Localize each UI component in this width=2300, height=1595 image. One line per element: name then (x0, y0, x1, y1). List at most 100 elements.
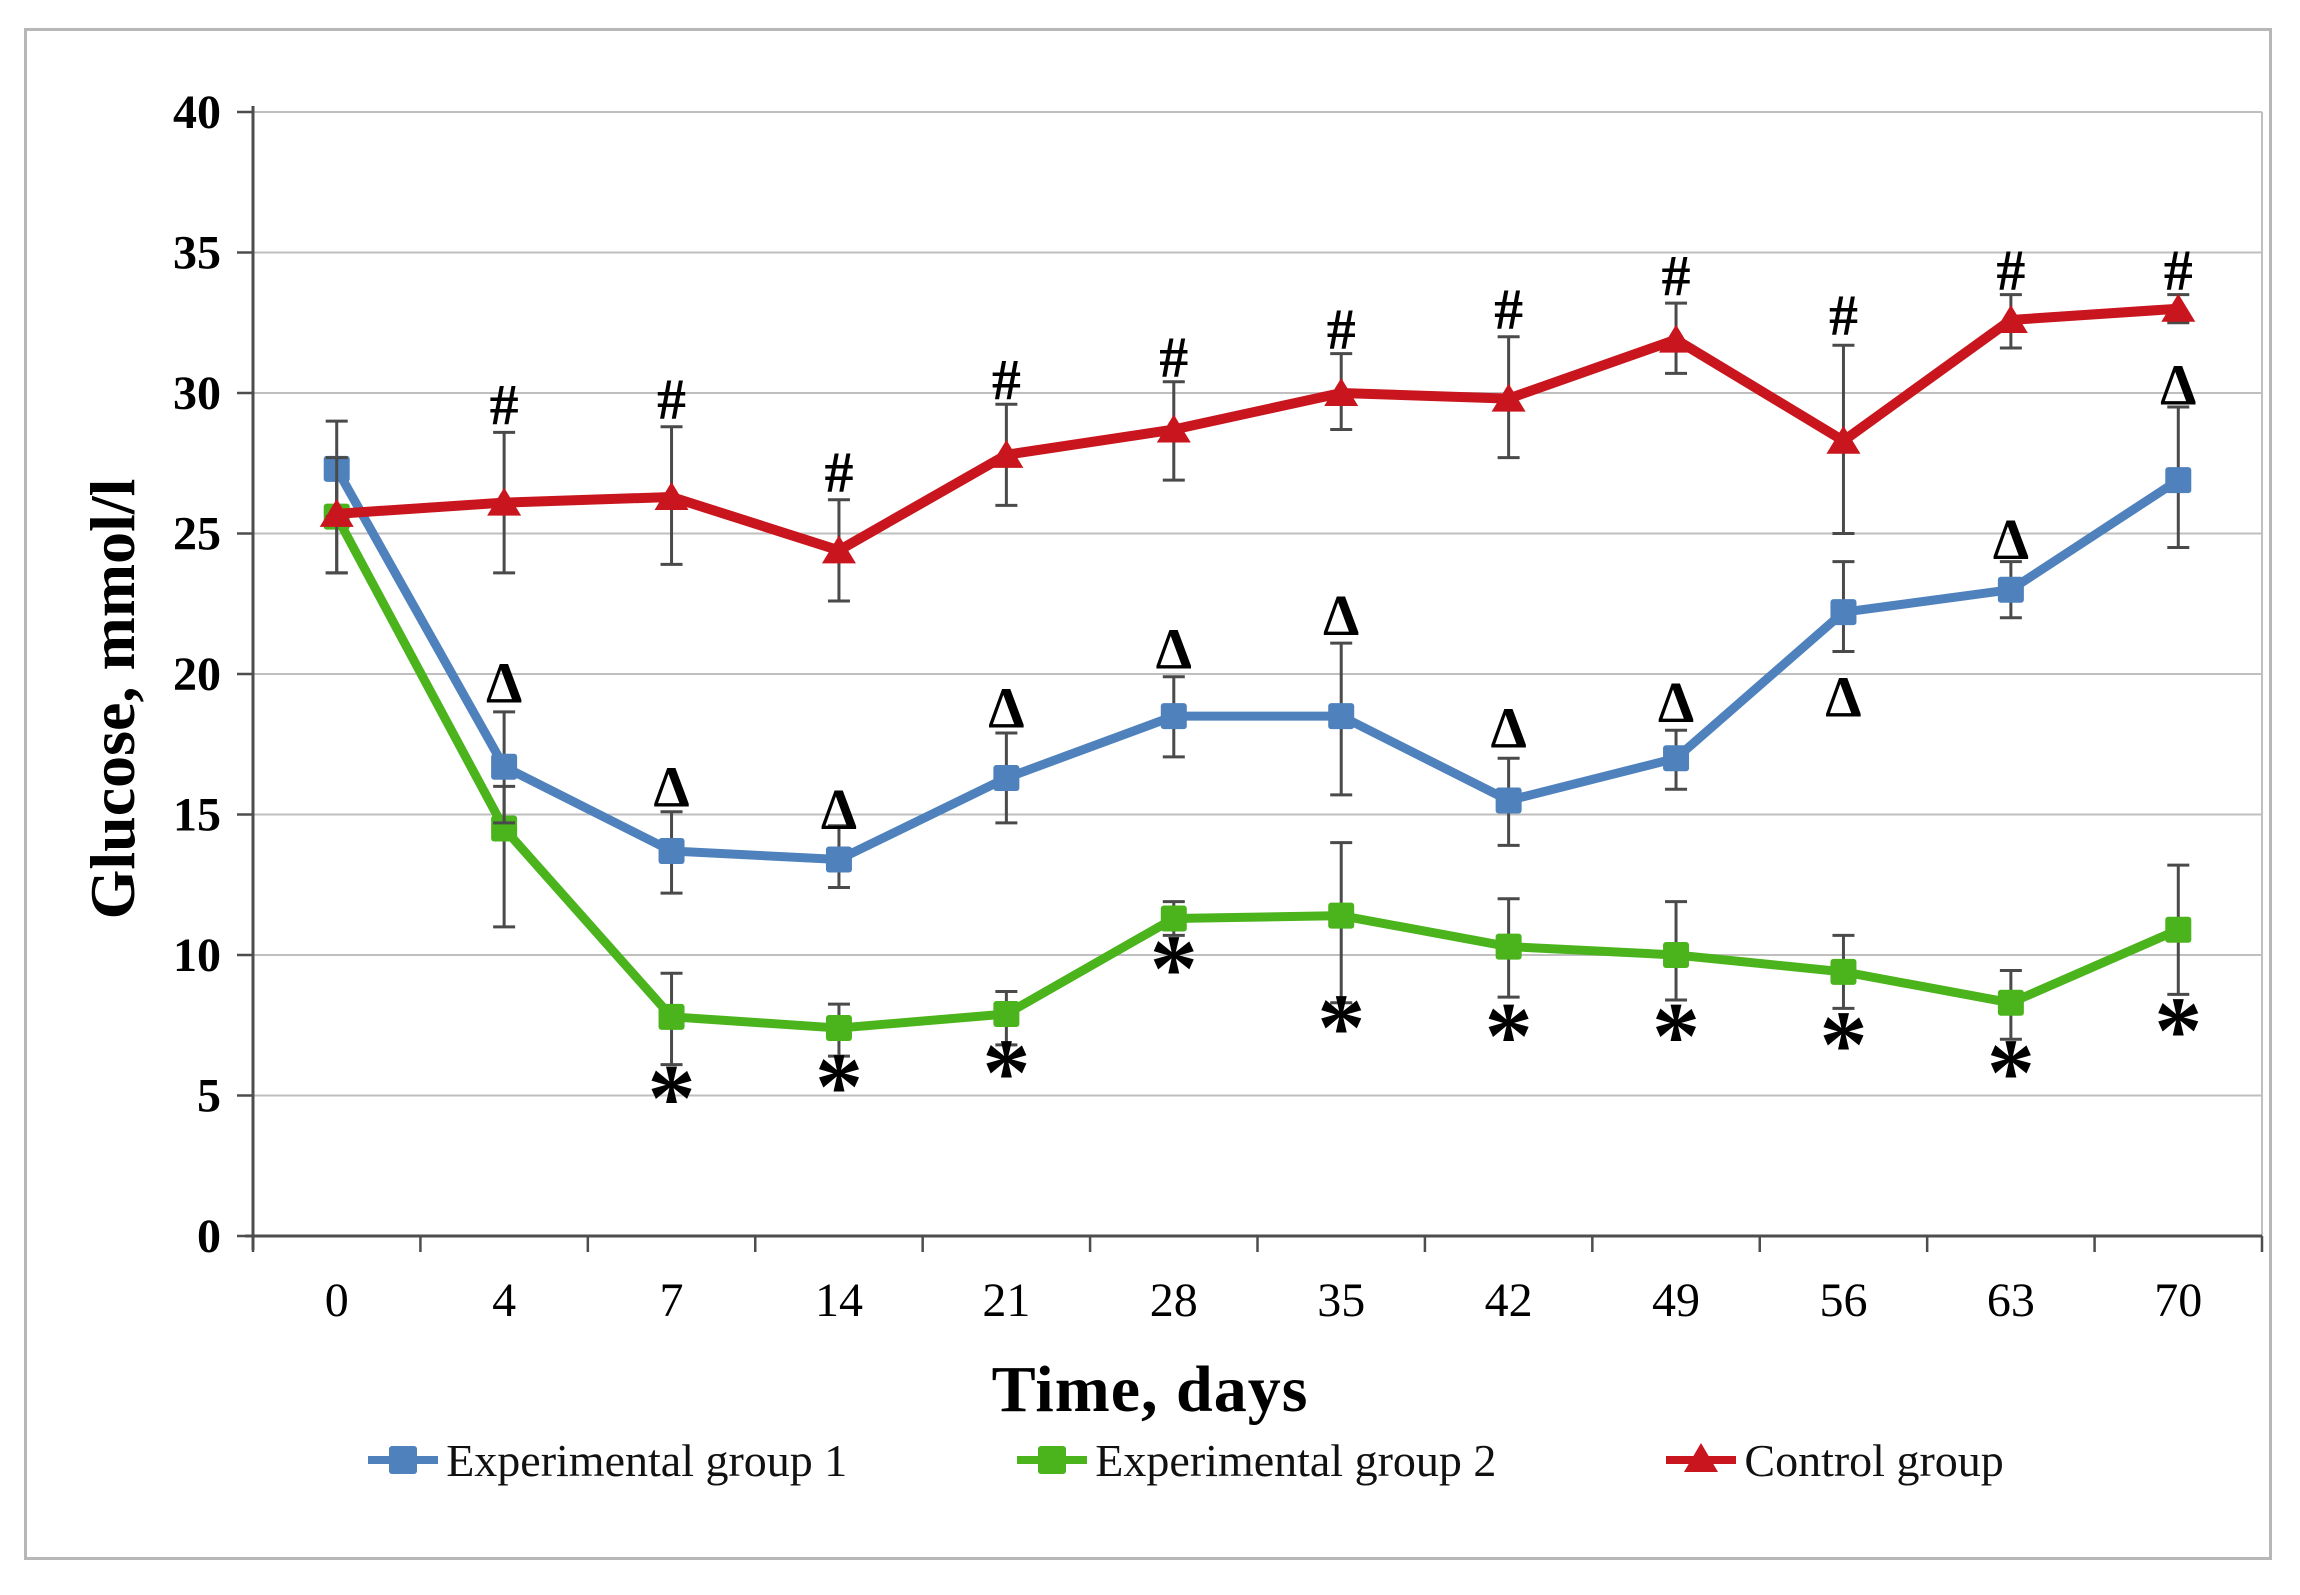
y-tick-label: 30 (173, 367, 221, 420)
legend-item-experimental-group-1: Experimental group 1 (366, 1434, 847, 1487)
x-tick-label: 35 (1317, 1274, 1365, 1327)
significance-marker: Δ (988, 676, 1024, 741)
significance-marker: # (1662, 243, 1691, 308)
data-point-marker (1997, 989, 2024, 1016)
significance-marker: # (1159, 324, 1188, 389)
x-tick-label: 63 (1987, 1274, 2035, 1327)
significance-marker: # (1327, 296, 1356, 361)
significance-marker: # (1494, 277, 1523, 342)
data-point-marker (1495, 787, 1522, 814)
significance-marker: # (2164, 237, 2193, 302)
significance-marker: Δ (2160, 353, 2196, 418)
data-point-marker (2165, 916, 2192, 943)
significance-marker: * (1987, 1019, 2035, 1126)
significance-marker: Δ (1658, 670, 1694, 735)
data-point-marker (1993, 304, 2028, 333)
data-point-marker (2161, 293, 2196, 322)
data-point-marker (1830, 958, 1857, 985)
data-point-marker (654, 481, 689, 510)
data-point-marker (658, 1003, 685, 1030)
legend-marker-icon (368, 1446, 439, 1474)
significance-marker: # (1829, 282, 1858, 347)
significance-marker: Δ (821, 777, 857, 842)
significance-marker: * (1485, 982, 1533, 1089)
data-point-marker (1156, 414, 1191, 443)
figure-border (24, 28, 2272, 1560)
legend: Experimental group 1 Experimental group … (0, 1424, 2300, 1496)
series-experimental-group-2: * * * * * * * * * * (323, 458, 2202, 1151)
data-point-marker (1160, 703, 1187, 730)
significance-marker: # (657, 367, 686, 432)
x-tick-label: 21 (982, 1274, 1030, 1327)
data-point-marker (491, 753, 518, 780)
legend-item-experimental-group-2: Experimental group 2 (1015, 1434, 1496, 1487)
significance-marker: Δ (1156, 617, 1192, 682)
data-point-marker (1997, 576, 2024, 603)
gridlines (253, 111, 2263, 1236)
y-tick-label: 40 (173, 86, 221, 139)
y-axis-title: Glucose, mmol/l (77, 478, 148, 920)
y-tick-label: 15 (173, 789, 221, 842)
data-point-marker (1324, 378, 1359, 406)
axes (237, 106, 2264, 1252)
data-point-marker (1491, 383, 1526, 412)
series-line-experimental-group-2 (332, 512, 2183, 1033)
significance-marker: * (1652, 982, 1700, 1089)
legend-item-control-group: Control group (1664, 1434, 2004, 1487)
data-point-marker (1328, 902, 1355, 929)
data-point-marker (1495, 933, 1522, 960)
data-point-marker (2165, 467, 2192, 494)
data-point-marker (1663, 745, 1690, 772)
data-point-marker (319, 498, 354, 527)
data-point-marker (825, 846, 852, 873)
significance-marker: Δ (653, 754, 689, 819)
significance-marker: * (1150, 915, 1198, 1022)
significance-marker: * (815, 1033, 863, 1140)
y-tick-label: 35 (173, 227, 221, 280)
significance-marker: # (824, 440, 853, 505)
data-point-marker (658, 838, 685, 865)
data-point-marker (487, 487, 522, 516)
y-tick-label: 20 (173, 648, 221, 701)
significance-marker: * (982, 1019, 1030, 1126)
legend-marker-icon (1017, 1446, 1088, 1474)
series-experimental-group-1: Δ Δ Δ Δ Δ Δ Δ Δ Δ Δ Δ (323, 353, 2196, 895)
data-point-marker (993, 764, 1020, 791)
data-point-marker (821, 535, 856, 564)
significance-marker: # (1996, 237, 2025, 302)
significance-marker: Δ (1490, 695, 1526, 760)
series-line-control-group (331, 303, 2184, 556)
significance-marker: * (1317, 974, 1365, 1081)
legend-label: Experimental group 1 (446, 1434, 848, 1486)
data-point-marker (989, 439, 1024, 468)
y-tick-label: 25 (173, 508, 221, 561)
data-point-marker (825, 1015, 852, 1042)
significance-marker: * (1819, 991, 1867, 1098)
significance-marker: * (2154, 977, 2202, 1084)
x-tick-label: 42 (1485, 1274, 1533, 1327)
x-tick-label: 0 (325, 1274, 349, 1327)
significance-marker: # (490, 372, 519, 437)
series-line-experimental-group-1 (332, 464, 2183, 864)
x-tick-label: 70 (2154, 1274, 2202, 1327)
significance-marker: Δ (1825, 664, 1861, 729)
x-tick-label: 14 (815, 1274, 863, 1327)
x-tick-label: 28 (1150, 1274, 1198, 1327)
y-tick-label: 10 (173, 929, 221, 982)
y-tick-label: 5 (197, 1070, 221, 1123)
legend-label: Control group (1744, 1434, 2004, 1486)
data-point-marker (1830, 599, 1857, 626)
x-tick-label: 56 (1819, 1274, 1867, 1327)
significance-marker: Δ (486, 650, 522, 715)
significance-marker: Δ (1993, 507, 2029, 572)
legend-marker-icon (1666, 1443, 1737, 1472)
data-point-marker (993, 1001, 1020, 1028)
significance-marker: * (648, 1044, 696, 1151)
x-axis-title: Time, days (991, 1353, 1309, 1426)
tick-labels: 0 5 10 15 20 25 30 35 40 0 4 7 14 21 28 35 42 49 56 63 70 (173, 86, 2202, 1327)
data-point-marker (1826, 425, 1861, 454)
data-point-marker (1160, 905, 1187, 932)
data-point-marker (1328, 703, 1355, 730)
x-tick-label: 4 (492, 1274, 516, 1327)
